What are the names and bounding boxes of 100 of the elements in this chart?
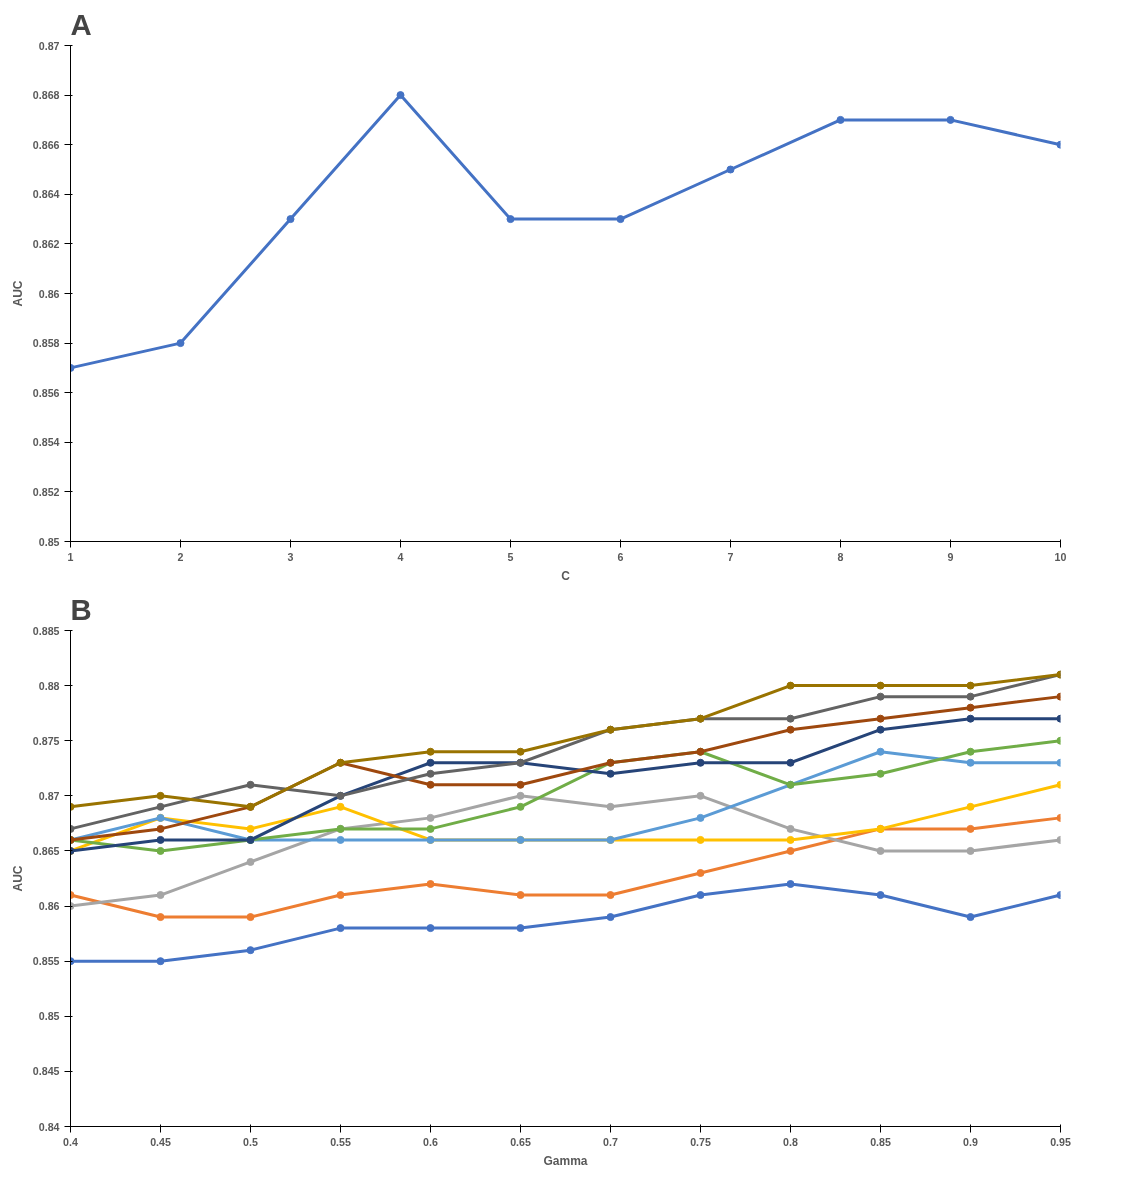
chart-title: A [70,7,92,41]
y-tick-label: 0.868 [32,89,60,102]
x-axis-title: Gamma [543,1153,588,1168]
point [246,857,255,866]
y-tick-label: 0.855 [32,955,60,968]
x-tick-label: 8 [837,550,844,563]
point [876,692,885,701]
point [606,891,615,900]
y-tick-label: 0.85 [38,535,60,548]
point [426,769,435,778]
x-tick-label: 0.7 [603,1135,618,1148]
y-axis-title: AUC [10,865,25,892]
point [876,747,885,756]
x-tick-label: 0.45 [150,1135,171,1148]
point [516,891,525,900]
point [876,891,885,900]
y-tick-label: 0.856 [32,386,60,399]
point [786,824,795,833]
x-tick-label: 10 [1054,550,1067,563]
point [286,215,295,224]
point [696,813,705,822]
y-tick-label: 0.852 [32,485,60,498]
y-tick-label: 0.875 [32,734,60,747]
x-tick-label: 3 [287,550,294,563]
y-tick-label: 0.86 [38,287,60,300]
point [876,769,885,778]
point [696,758,705,767]
point [506,215,515,224]
point [426,780,435,789]
point [246,824,255,833]
y-tick-label: 0.862 [32,237,60,250]
point [246,913,255,922]
point [156,824,165,833]
x-tick-label: 0.95 [1050,1135,1071,1148]
x-tick-label: 2 [177,550,184,563]
y-tick-label: 0.885 [32,624,60,637]
point [876,681,885,690]
x-tick-label: 5 [507,550,514,563]
point [606,913,615,922]
point [876,725,885,734]
x-tick-label: 0.55 [330,1135,351,1148]
point [426,747,435,756]
point [426,813,435,822]
point [876,846,885,855]
point [156,891,165,900]
point [246,780,255,789]
point [786,880,795,888]
point [966,846,975,855]
point [876,714,885,723]
x-tick-label: 0.8 [783,1135,798,1148]
point [726,165,735,174]
y-tick-label: 0.866 [32,138,60,151]
point [696,791,705,800]
point [426,758,435,767]
point [156,913,165,922]
x-tick-label: 4 [397,550,404,563]
point [156,791,165,800]
y-tick-label: 0.87 [38,39,60,52]
y-tick-label: 0.88 [38,679,60,692]
x-tick-label: 0.9 [963,1135,978,1148]
y-tick-label: 0.85 [38,1010,60,1023]
point [246,946,255,955]
y-tick-label: 0.865 [32,844,60,857]
point [966,714,975,723]
x-tick-label: 0.4 [63,1135,78,1148]
y-tick-label: 0.86 [38,900,60,913]
x-tick-label: 0.85 [870,1135,891,1148]
point [156,846,165,855]
x-axis-title: C [561,568,571,583]
point [516,780,525,789]
point [616,215,625,224]
point [696,869,705,877]
point [156,802,165,811]
x-tick-label: 1 [67,550,74,563]
point [786,835,795,844]
point [696,835,705,844]
point [786,681,795,690]
x-tick-label: 0.65 [510,1135,531,1148]
point [426,924,435,933]
point [396,91,405,100]
point [606,769,615,778]
point [966,703,975,712]
point [946,115,955,124]
point [786,846,795,855]
y-tick-label: 0.854 [32,436,60,449]
x-tick-label: 6 [617,550,624,563]
y-tick-label: 0.845 [32,1065,60,1078]
point [156,957,165,966]
chart-title: B [70,592,92,626]
x-tick-label: 0.75 [690,1135,711,1148]
point [336,802,345,811]
y-tick-label: 0.864 [32,188,60,201]
point [786,758,795,767]
point [696,891,705,900]
point [336,835,345,844]
x-tick-label: 7 [727,550,734,563]
point [966,802,975,811]
point [176,339,185,348]
point [606,802,615,811]
x-tick-label: 0.6 [423,1135,438,1148]
